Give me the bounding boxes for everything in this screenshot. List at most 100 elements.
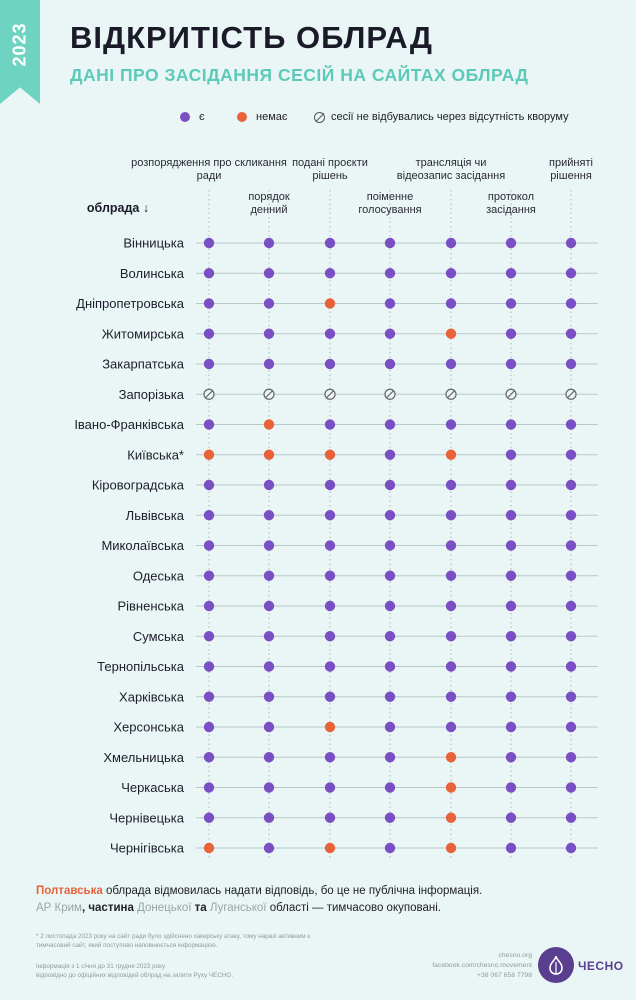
marker-yes xyxy=(505,661,517,672)
marker-yes xyxy=(203,358,215,370)
marker-yes xyxy=(324,328,336,339)
marker-yes xyxy=(324,782,336,793)
region-label: Сумська xyxy=(133,629,185,644)
orange-dot-icon xyxy=(237,112,247,122)
marker-no xyxy=(203,449,215,460)
marker-yes xyxy=(384,237,396,249)
contact-facebook[interactable]: facebook.com/chesno.movement xyxy=(432,962,532,969)
marker-yes xyxy=(384,510,396,521)
marker-yes xyxy=(384,358,396,370)
region-label: Хмельницька xyxy=(103,750,184,765)
region-label: Херсонська xyxy=(113,720,184,735)
marker-no xyxy=(445,752,457,763)
marker-yes xyxy=(384,570,396,581)
contact-phone: +38 067 658 7798 xyxy=(477,972,532,979)
footnote-part: , частина xyxy=(81,902,138,914)
marker-yes xyxy=(263,358,275,370)
column-header-6: засідання xyxy=(486,204,536,216)
marker-yes xyxy=(203,298,215,309)
footnote: Полтавська облрада відмовилась надати ві… xyxy=(36,883,596,917)
marker-yes xyxy=(505,752,517,763)
marker-yes xyxy=(445,419,457,430)
marker-yes xyxy=(384,449,396,460)
marker-yes xyxy=(324,419,336,430)
marker-no xyxy=(445,842,457,854)
contact-site[interactable]: chesno.org xyxy=(498,952,532,959)
marker-yes xyxy=(203,812,215,823)
marker-yes xyxy=(263,479,275,491)
marker-yes xyxy=(203,419,215,430)
marker-yes xyxy=(505,782,517,793)
footnote-rest: області — тимчасово окуповані. xyxy=(266,902,441,914)
marker-yes xyxy=(384,631,396,642)
marker-yes xyxy=(565,540,577,551)
column-header-4: поіменне xyxy=(367,191,413,203)
footnote-line-2: АР Крим, частина Донецької та Луганської… xyxy=(36,900,596,917)
region-label: Рівненська xyxy=(117,599,184,614)
marker-yes xyxy=(445,540,457,551)
legend-item-na: сесії не відбувались через відсутність к… xyxy=(314,111,569,123)
marker-yes xyxy=(505,812,517,823)
legend-item-yes: є xyxy=(180,111,205,123)
footnote-luhansk: Луганської xyxy=(209,902,267,914)
marker-yes xyxy=(565,449,577,460)
region-label: Житомирська xyxy=(102,326,185,341)
marker-no xyxy=(203,842,215,854)
column-header-5: трансляція чи xyxy=(416,157,487,169)
marker-yes xyxy=(505,721,517,733)
marker-yes xyxy=(263,661,275,672)
marker-yes xyxy=(384,540,396,551)
marker-yes xyxy=(445,570,457,581)
info-note: Інформація з 1 січня до 31 грудня 2023 р… xyxy=(36,962,286,980)
marker-yes xyxy=(324,600,336,612)
footnote-and: та xyxy=(191,902,210,914)
footnote-crimea: АР Крим xyxy=(36,902,82,914)
marker-yes xyxy=(263,328,275,339)
region-label: Вінницька xyxy=(123,236,184,251)
marker-no xyxy=(445,328,457,339)
marker-yes xyxy=(324,631,336,642)
marker-yes xyxy=(384,661,396,672)
purple-dot-icon xyxy=(180,112,190,122)
region-label: Київська* xyxy=(127,447,184,462)
column-header-1: розпорядження про скликання xyxy=(131,157,287,169)
marker-yes xyxy=(384,691,396,702)
marker-yes xyxy=(445,631,457,642)
marker-no-quorum xyxy=(384,388,396,400)
year-ribbon: 2023 xyxy=(0,0,40,104)
marker-yes xyxy=(445,721,457,733)
contacts: chesno.org facebook.com/chesno.movement … xyxy=(420,951,532,981)
marker-yes xyxy=(203,268,215,279)
marker-no xyxy=(324,298,336,309)
marker-yes xyxy=(263,570,275,581)
marker-yes xyxy=(565,328,577,339)
info-note-line-2: відповідно до офіційних відповідей облра… xyxy=(36,972,234,979)
marker-yes xyxy=(445,661,457,672)
marker-yes xyxy=(505,268,517,279)
marker-yes xyxy=(203,661,215,672)
marker-yes xyxy=(263,721,275,733)
marker-yes xyxy=(384,812,396,823)
marker-yes xyxy=(565,691,577,702)
marker-yes xyxy=(565,479,577,491)
info-note-line-1: Інформація з 1 січня до 31 грудня 2023 р… xyxy=(36,963,166,970)
marker-no xyxy=(445,782,457,793)
marker-yes xyxy=(565,600,577,612)
marker-yes xyxy=(445,298,457,309)
marker-yes xyxy=(505,479,517,491)
column-header-3: рішень xyxy=(312,170,348,182)
logo-wordmark: ЧЕСНО xyxy=(578,959,624,973)
marker-no xyxy=(445,812,457,823)
garlic-icon xyxy=(549,955,563,975)
marker-yes xyxy=(445,479,457,491)
marker-yes xyxy=(445,358,457,370)
page-subtitle: ДАНІ ПРО ЗАСІДАННЯ СЕСІЙ НА САЙТАХ ОБЛРА… xyxy=(70,65,529,85)
marker-yes xyxy=(324,812,336,823)
marker-yes xyxy=(384,752,396,763)
footnote-poltava: Полтавська xyxy=(36,885,103,897)
marker-yes xyxy=(203,600,215,612)
marker-yes xyxy=(565,237,577,249)
marker-yes xyxy=(324,570,336,581)
marker-yes xyxy=(505,842,517,854)
marker-yes xyxy=(263,631,275,642)
